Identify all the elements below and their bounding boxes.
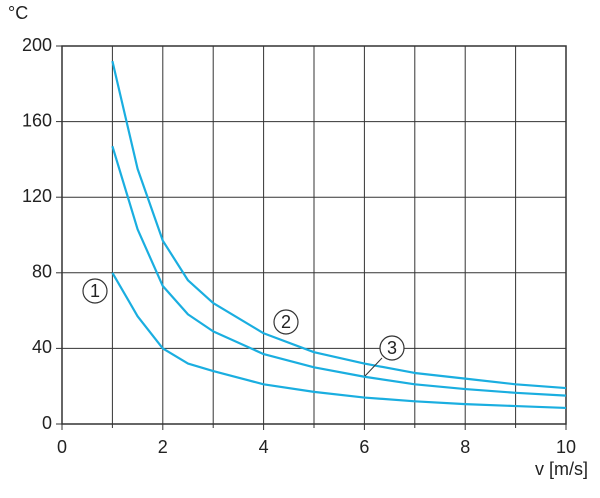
leader-line [364, 357, 383, 377]
x-tick-label: 6 [359, 437, 369, 457]
x-tick-label: 10 [556, 437, 576, 457]
series-label: 2 [281, 312, 291, 332]
series-label-circle [273, 309, 299, 335]
x-axis-label: v [m/s] [535, 459, 588, 479]
series-line [111, 145, 567, 397]
y-tick-label: 80 [32, 262, 52, 282]
y-tick-label: 160 [22, 110, 52, 130]
y-axis-label: °C [8, 3, 28, 23]
series-label: 3 [387, 338, 397, 358]
series-line [111, 272, 567, 410]
x-tick-label: 8 [460, 437, 470, 457]
y-tick-label: 0 [42, 413, 52, 433]
series-label-circle [379, 335, 405, 361]
y-tick-label: 120 [22, 186, 52, 206]
series-label-circle [82, 278, 108, 304]
y-tick-label: 40 [32, 337, 52, 357]
y-tick-label: 200 [22, 35, 52, 55]
x-tick-label: 2 [158, 437, 168, 457]
series-label: 1 [90, 281, 100, 301]
x-tick-label: 0 [57, 437, 67, 457]
x-tick-label: 4 [259, 437, 269, 457]
series-line [111, 60, 567, 390]
